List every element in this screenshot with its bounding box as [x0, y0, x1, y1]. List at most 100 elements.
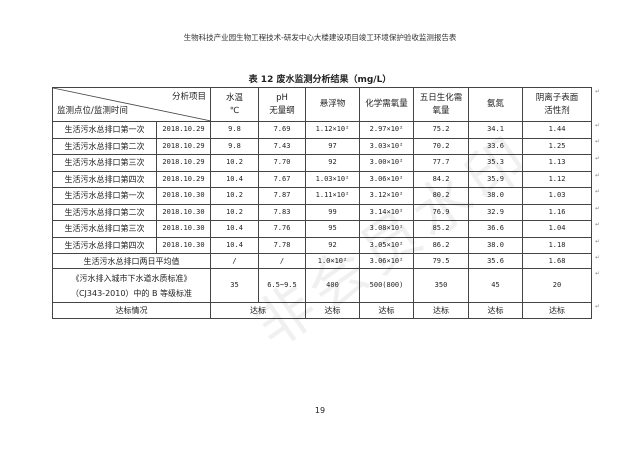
- corner-top-label: 分析项目: [171, 92, 206, 102]
- value-cell: 85.2: [413, 220, 469, 238]
- value-cell: 1.03: [522, 187, 592, 205]
- compliance-cell: 达标: [522, 302, 592, 319]
- value-cell: 1.18: [522, 236, 592, 254]
- value-cell: 33.6: [468, 137, 523, 155]
- value-cell: 2.97×10²: [359, 121, 414, 139]
- value-cell: 95: [305, 220, 360, 238]
- compliance-label: 达标情况: [52, 302, 211, 319]
- paragraph-mark-icon: ↵: [595, 155, 601, 162]
- column-header: 水温 ℃: [210, 87, 259, 122]
- value-cell: 7.69: [258, 121, 306, 139]
- table-title: 表 12 废水监测分析结果（mg/L）: [248, 75, 392, 85]
- site-cell: 生活污水总排口第一次: [52, 121, 157, 139]
- paragraph-mark-icon: ↵: [595, 270, 601, 277]
- table-row: 生活污水总排口第四次 2018.10.29 10.4 7.67 1.03×10² 3.06…: [52, 170, 592, 188]
- value-cell: 79.5: [413, 253, 469, 269]
- value-cell: 1.16: [522, 203, 592, 221]
- value-cell: 1.0×10²: [305, 253, 360, 269]
- wastewater-results-table: 分析项目 监测点位/监测时间 水温 ℃ pH 无量纲 悬浮物 化学需氧量 五日生化需 氧量 氨氮…: [52, 87, 592, 319]
- value-cell: 1.44: [522, 121, 592, 139]
- column-header: 阴离子表面 活性剂: [522, 87, 592, 122]
- compliance-cell: 达标: [305, 302, 360, 319]
- limit-cell: 35: [210, 268, 259, 303]
- site-cell: 生活污水总排口第一次: [52, 187, 157, 205]
- standard-row: 《污水排入城市下水道水质标准》 （CJ343-2010）中的 B 等级标准 35 6.…: [52, 268, 592, 303]
- value-cell: 38.0: [468, 187, 523, 205]
- value-cell: 10.4: [210, 170, 259, 188]
- value-cell: 77.7: [413, 154, 469, 172]
- table-row: 生活污水总排口第二次 2018.10.30 10.2 7.83 99 3.14×10² 76…: [52, 203, 592, 221]
- column-header-line1: 水温: [225, 92, 243, 103]
- compliance-row: 达标情况 达标 达标 达标 达标 达标 达标: [52, 302, 592, 319]
- limit-cell: 500(800): [359, 268, 414, 303]
- value-cell: 92: [305, 154, 360, 172]
- value-cell: 3.14×10²: [359, 203, 414, 221]
- date-cell: 2018.10.29: [156, 170, 211, 188]
- column-header: 五日生化需 氧量: [413, 87, 469, 122]
- column-header-line2: ℃: [229, 105, 240, 116]
- table-row: 生活污水总排口第三次 2018.10.29 10.2 7.70 92 3.00×10² 77…: [52, 154, 592, 172]
- value-cell: 32.9: [468, 203, 523, 221]
- value-cell: 3.03×10²: [359, 137, 414, 155]
- value-cell: 36.6: [468, 220, 523, 238]
- paragraph-mark-icon: ↵: [595, 221, 601, 228]
- value-cell: 3.12×10²: [359, 187, 414, 205]
- value-cell: 1.03×10²: [305, 170, 360, 188]
- value-cell: /: [210, 253, 259, 269]
- value-cell: 1.11×10²: [305, 187, 360, 205]
- site-cell: 生活污水总排口第四次: [52, 236, 157, 254]
- date-cell: 2018.10.29: [156, 154, 211, 172]
- paragraph-mark-icon: ↵: [595, 254, 601, 261]
- value-cell: 7.87: [258, 187, 306, 205]
- site-cell: 生活污水总排口第四次: [52, 170, 157, 188]
- table-row: 生活污水总排口第一次 2018.10.29 9.8 7.69 1.12×10² 2.97×…: [52, 121, 592, 139]
- diagonal-line: [53, 88, 210, 121]
- value-cell: 10.4: [210, 220, 259, 238]
- table-row: 生活污水总排口第二次 2018.10.29 9.8 7.43 97 3.03×10² 70.…: [52, 137, 592, 155]
- page-number: 19: [314, 406, 326, 415]
- paragraph-mark-icon: ↵: [595, 122, 601, 129]
- value-cell: 35.3: [468, 154, 523, 172]
- value-cell: 1.68: [522, 253, 592, 269]
- column-header: 化学需氧量: [359, 87, 414, 122]
- paragraph-mark-icon: ↵: [595, 88, 601, 95]
- paragraph-mark-icon: ↵: [595, 188, 601, 195]
- value-cell: 80.2: [413, 187, 469, 205]
- value-cell: 1.25: [522, 137, 592, 155]
- paragraph-mark-icon: ↵: [595, 138, 601, 145]
- value-cell: 10.2: [210, 203, 259, 221]
- column-header-line1: 悬浮物: [319, 99, 346, 109]
- header-row: 分析项目 监测点位/监测时间 水温 ℃ pH 无量纲 悬浮物 化学需氧量 五日生化需 氧量 氨氮…: [52, 87, 592, 122]
- average-row: 生活污水总排口两日平均值 //1.0×10² 3.06×10² 79.5 35.6 1.6…: [52, 253, 592, 269]
- value-cell: 3.05×10²: [359, 236, 414, 254]
- compliance-cell: 达标: [359, 302, 414, 319]
- column-header: 氨氮: [468, 87, 523, 122]
- table-row: 生活污水总排口第一次 2018.10.30 10.2 7.87 1.11×10² 3.12…: [52, 187, 592, 205]
- date-cell: 2018.10.30: [156, 203, 211, 221]
- site-cell: 生活污水总排口第三次: [52, 220, 157, 238]
- column-header: pH 无量纲: [258, 87, 306, 122]
- paragraph-mark-icon: ↵: [595, 172, 601, 179]
- column-header-line2: 无量纲: [269, 105, 295, 116]
- value-cell: 97: [305, 137, 360, 155]
- date-cell: 2018.10.29: [156, 137, 211, 155]
- value-cell: 7.70: [258, 154, 306, 172]
- value-cell: 1.13: [522, 154, 592, 172]
- date-cell: 2018.10.30: [156, 220, 211, 238]
- value-cell: 99: [305, 203, 360, 221]
- limit-cell: 6.5~9.5: [258, 268, 306, 303]
- value-cell: 7.83: [258, 203, 306, 221]
- compliance-cell: 达标: [468, 302, 523, 319]
- limit-cell: 400: [305, 268, 360, 303]
- page-header: 生物科技产业园生物工程技术-研发中心大楼建设项目竣工环境保护验收监测报告表: [183, 33, 457, 42]
- value-cell: /: [258, 253, 306, 269]
- date-cell: 2018.10.29: [156, 121, 211, 139]
- value-cell: 1.12×10²: [305, 121, 360, 139]
- value-cell: 7.43: [258, 137, 306, 155]
- value-cell: 10.4: [210, 236, 259, 254]
- column-header-line1: 五日生化需: [419, 92, 463, 103]
- value-cell: 1.12: [522, 170, 592, 188]
- value-cell: 35.6: [468, 253, 523, 269]
- compliance-cell: 达标: [210, 302, 306, 319]
- value-cell: 9.8: [210, 121, 259, 139]
